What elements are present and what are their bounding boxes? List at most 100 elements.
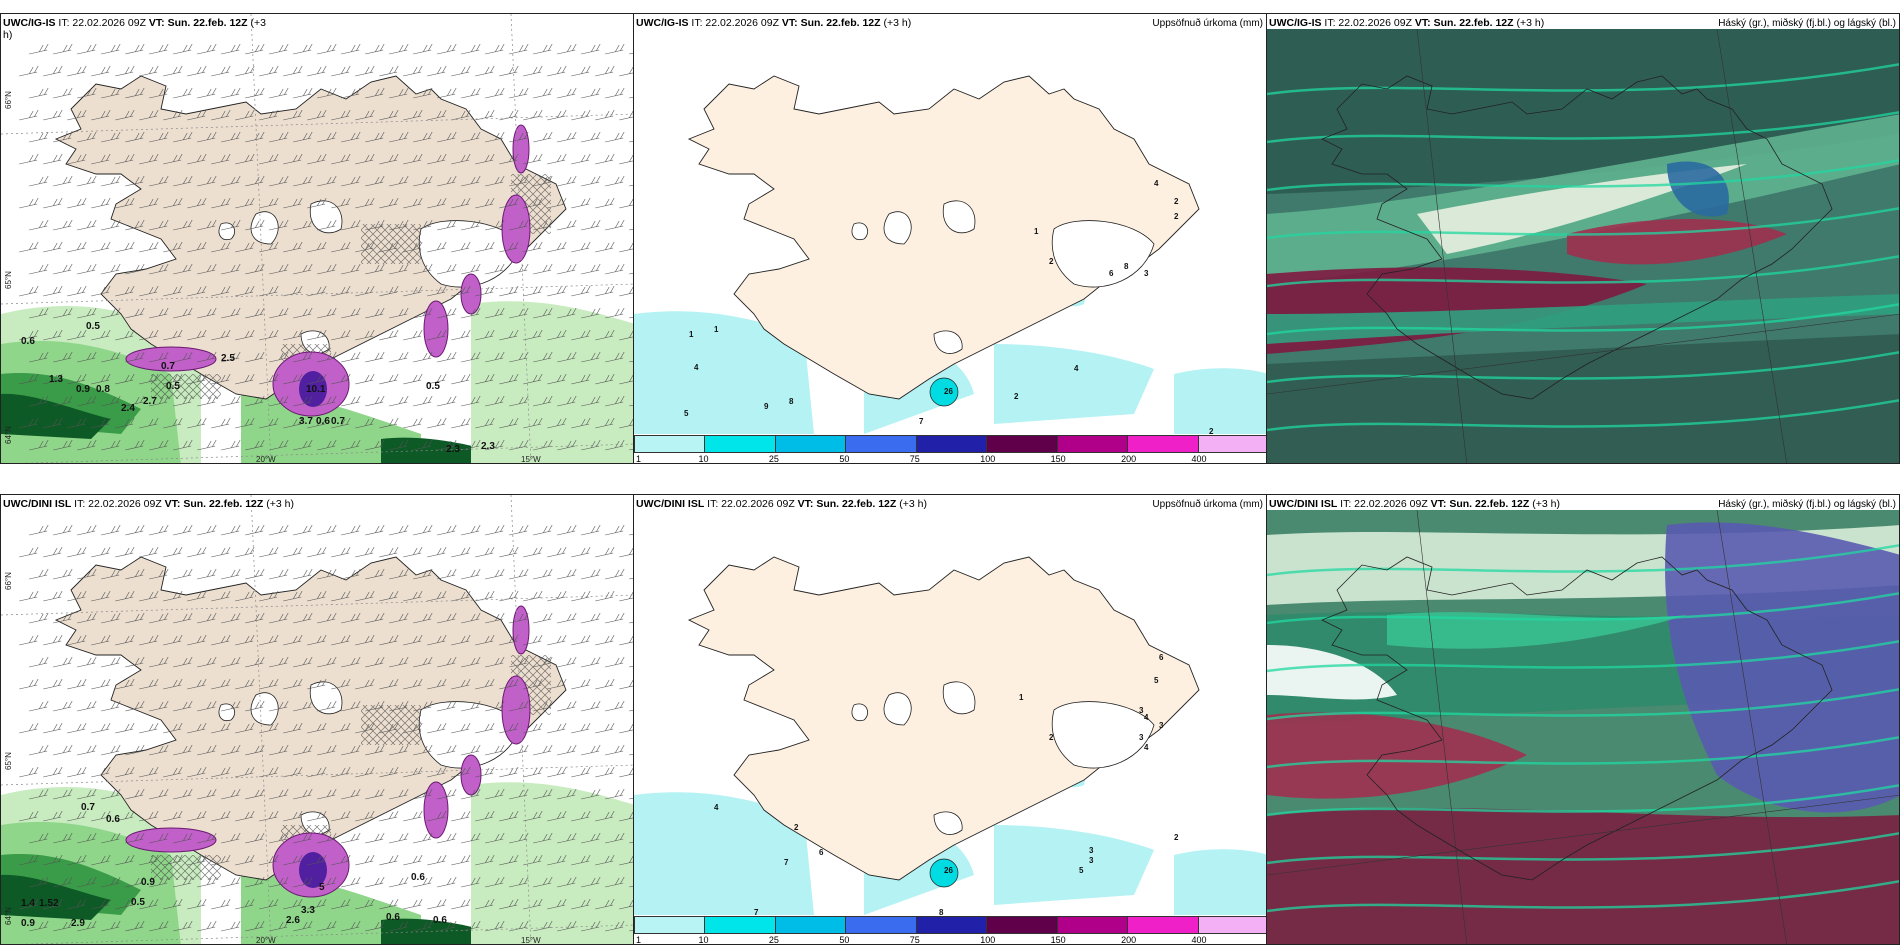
colorbar-tick-label: 25 <box>768 935 779 945</box>
panel-header: UWC/IG-IS IT: 22.02.2026 09Z VT: Sun. 22… <box>1269 17 1544 29</box>
lat-label: 64°N <box>4 426 13 444</box>
wind-value-label: 0.6 <box>106 814 120 825</box>
cloud-map-panel-dini: UWC/DINI ISL IT: 22.02.2026 09Z VT: Sun.… <box>1266 494 1900 945</box>
colorbar-tick-label: 200 <box>1121 454 1137 464</box>
lon-label: 20°W <box>256 936 276 945</box>
colorbar-tick-label: 100 <box>980 454 996 464</box>
wind-map-panel-dini: UWC/DINI ISL IT: 22.02.2026 09Z VT: Sun.… <box>0 494 634 945</box>
precip-value-label: 9 <box>764 402 769 411</box>
colorbar-segment <box>1197 435 1266 453</box>
lead-time: (+3 h) <box>266 498 294 510</box>
wind-value-label: 0.7 <box>81 802 95 813</box>
lon-label: 15°W <box>521 936 541 945</box>
init-time: IT: 22.02.2026 09Z <box>74 498 162 510</box>
panel-header: UWC/IG-IS IT: 22.02.2026 09Z VT: Sun. 22… <box>636 17 911 29</box>
precip-value-label: 26 <box>944 387 953 396</box>
precip-value-label: 7 <box>754 908 759 917</box>
precip-colorbar: 1 10 25 50 75 100 150 200 400 <box>634 435 1266 464</box>
colorbar-segment <box>634 435 706 453</box>
precip-value-label: 4 <box>1144 743 1149 752</box>
colorbar-segment <box>634 916 706 934</box>
colorbar-segment <box>1127 435 1199 453</box>
valid-time-label: VT: <box>781 17 798 29</box>
colorbar-tick-label: 400 <box>1191 454 1207 464</box>
lat-label: 64°N <box>4 907 13 925</box>
colorbar-tick-label: 150 <box>1050 454 1066 464</box>
colorbar-tick-label: 1 <box>636 935 642 945</box>
precip-value-label: 4 <box>714 803 719 812</box>
init-time: IT: 22.02.2026 09Z <box>691 17 779 29</box>
precip-value-label: 8 <box>789 397 794 406</box>
valid-time: Sun. 22.feb. 12Z <box>167 17 248 29</box>
colorbar-segment <box>845 435 917 453</box>
colorbar-tick-label: 75 <box>909 454 920 464</box>
cloud-map-svg <box>1267 28 1899 463</box>
precip-value-label: 6 <box>1159 653 1164 662</box>
panel-header: UWC/DINI ISL IT: 22.02.2026 09Z VT: Sun.… <box>636 498 927 510</box>
colorbar-tick-label: 200 <box>1121 935 1137 945</box>
precip-value-label: 3 <box>1159 721 1164 730</box>
colorbar-segment <box>845 916 917 934</box>
wind-value-label: 2 <box>53 898 59 909</box>
wind-value-label: 0.9 <box>76 384 90 395</box>
valid-time-label: VT: <box>1430 498 1447 510</box>
colorbar-tick-label: 1 <box>636 454 642 464</box>
panel-header: UWC/IG-IS IT: 22.02.2026 09Z VT: Sun. 22… <box>3 17 266 41</box>
colorbar-tick-label: 50 <box>839 454 850 464</box>
colorbar-segment <box>915 916 988 934</box>
wind-value-label: 0.6 <box>386 912 400 923</box>
valid-time-label: VT: <box>164 498 181 510</box>
precip-value-label: 4 <box>1074 364 1079 373</box>
precip-value-label: 4 <box>694 363 699 372</box>
lead-time: (+3 <box>250 17 266 29</box>
precip-value-label: 7 <box>784 858 789 867</box>
precip-map-svg: 1 1 4 5 9 8 7 26 2 4 1 2 2 8 3 6 2 4 2 <box>634 75 1266 436</box>
precip-value-label: 5 <box>684 409 689 418</box>
precip-value-label: 2 <box>794 823 799 832</box>
precip-value-label: 3 <box>1144 269 1149 278</box>
precip-value-label: 1 <box>1019 693 1024 702</box>
wind-value-label: 2.6 <box>286 915 300 926</box>
precip-value-label: 2 <box>1174 833 1179 842</box>
lon-label: 20°W <box>256 455 276 464</box>
wind-value-label: 0.5 <box>426 381 440 392</box>
lead-time: (+3 h) <box>1516 17 1545 29</box>
precip-value-label: 1 <box>714 325 719 334</box>
lead-time: (+3 h) <box>883 17 912 29</box>
wind-map-svg: 66°N 65°N 64°N 20°W 15°W 0.5 0.6 1.3 0.9 0.8 2.4 2.… <box>1 14 633 464</box>
colorbar-tick-label: 150 <box>1050 935 1066 945</box>
wind-value-label: 0.5 <box>86 321 100 332</box>
colorbar-tick-label: 25 <box>768 454 779 464</box>
precip-value-label: 3 <box>1139 733 1144 742</box>
colorbar-segment <box>1127 916 1199 934</box>
wind-map-panel-ig: UWC/IG-IS IT: 22.02.2026 09Z VT: Sun. 22… <box>0 13 634 464</box>
init-time: IT: 22.02.2026 09Z <box>58 17 146 29</box>
precip-value-label: 1 <box>1034 227 1039 236</box>
wind-value-label: 0.6 <box>316 416 330 427</box>
cloud-title: Háský (gr.), miðský (fj.bl.) og lágský (… <box>1718 18 1896 29</box>
lat-label: 66°N <box>4 572 13 590</box>
colorbar-tick-label: 50 <box>839 935 850 945</box>
precip-value-label: 7 <box>919 417 924 426</box>
wind-value-label: 5 <box>319 882 325 893</box>
precip-value-label: 4 <box>1144 713 1149 722</box>
precip-value-label: 26 <box>944 866 953 875</box>
precip-value-label: 8 <box>1124 262 1129 271</box>
wind-value-label: 0.6 <box>411 872 425 883</box>
lat-label: 65°N <box>4 752 13 770</box>
colorbar-segment <box>1056 435 1129 453</box>
wind-value-label: 0.6 <box>433 915 447 926</box>
cloud-map-svg <box>1267 509 1899 944</box>
valid-time: Sun. 22.feb. 12Z <box>183 498 264 510</box>
precip-value-label: 1 <box>689 330 694 339</box>
wind-value-label: 2.5 <box>221 353 235 364</box>
model-name: UWC/DINI ISL <box>1269 498 1338 510</box>
precip-value-label: 6 <box>1109 269 1114 278</box>
init-time: IT: 22.02.2026 09Z <box>1324 17 1412 29</box>
valid-time: Sun. 22.feb. 12Z <box>816 498 897 510</box>
wind-value-label: 2.7 <box>143 396 157 407</box>
colorbar-segment <box>774 435 847 453</box>
wind-value-label: 1.5 <box>39 898 53 909</box>
precip-colorbar: 1 10 25 50 75 100 150 200 400 <box>634 916 1266 945</box>
